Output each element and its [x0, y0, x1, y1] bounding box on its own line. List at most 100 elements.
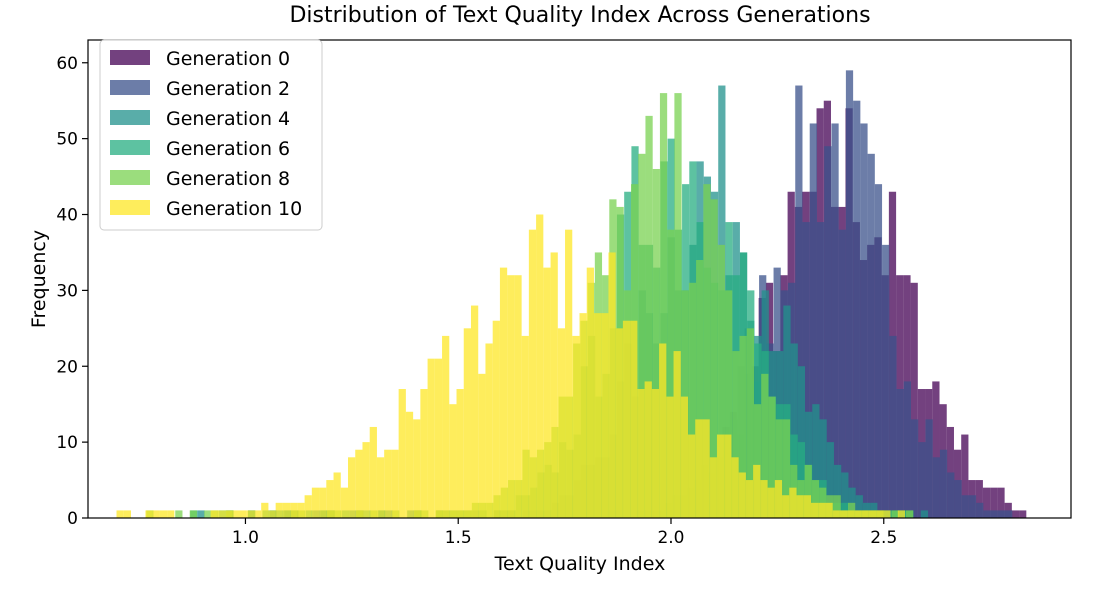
bar [593, 313, 602, 518]
bar [197, 510, 205, 518]
bar [954, 480, 962, 518]
bar [485, 343, 493, 518]
bar [753, 464, 761, 518]
bar [790, 343, 798, 518]
bar [204, 510, 212, 518]
bar [997, 487, 1005, 518]
bar [275, 502, 283, 518]
bar [391, 449, 399, 518]
bar [861, 510, 869, 518]
bar [1011, 510, 1020, 518]
bar [355, 449, 363, 518]
bar [939, 449, 948, 518]
bar [876, 510, 884, 518]
bar [975, 480, 983, 518]
bar [918, 442, 926, 518]
legend-swatch [110, 140, 150, 155]
series-5 [116, 214, 906, 518]
bar [897, 510, 906, 518]
bar [732, 351, 740, 518]
bar [528, 229, 537, 518]
bar [845, 70, 854, 518]
bar [638, 153, 646, 519]
bar [983, 510, 991, 518]
bar [796, 495, 804, 518]
bar [746, 328, 754, 518]
bar [832, 510, 840, 518]
bar [442, 335, 450, 518]
bar [709, 457, 717, 518]
chart-title: Distribution of Text Quality Index Acros… [289, 3, 870, 28]
bar [470, 305, 479, 518]
bar [615, 328, 623, 518]
bar [543, 267, 551, 518]
bar [811, 480, 820, 518]
bar [903, 381, 911, 518]
bar [666, 396, 674, 518]
bar [514, 275, 522, 518]
bar [297, 502, 305, 518]
bar [340, 487, 349, 518]
bar [507, 275, 515, 518]
bar [932, 457, 940, 518]
bar [910, 282, 918, 518]
bar [123, 510, 131, 518]
bar [651, 389, 660, 518]
bar [217, 510, 226, 518]
bar [645, 115, 653, 518]
bar [910, 419, 919, 518]
bar [369, 426, 377, 518]
legend-swatch [110, 170, 150, 185]
legend-swatch [110, 80, 150, 95]
legend-label: Generation 2 [166, 78, 290, 100]
bar [833, 495, 841, 518]
bar [819, 419, 827, 518]
bar [725, 290, 733, 518]
bar [809, 123, 817, 518]
bar [920, 510, 929, 518]
bar [159, 510, 168, 518]
bar [824, 146, 832, 518]
bar [925, 419, 933, 518]
bar [398, 389, 406, 518]
bar [889, 335, 897, 518]
bar [990, 510, 998, 518]
bar [724, 434, 732, 518]
y-axis: 0 10 20 30 40 50 60 [56, 54, 88, 529]
bar [667, 229, 675, 518]
bar [622, 320, 631, 518]
bar [492, 320, 500, 518]
x-axis: 1.0 1.5 2.0 2.5 [232, 518, 897, 548]
x-tick-label: 1.5 [445, 528, 472, 548]
bar [804, 464, 812, 518]
bar [572, 335, 580, 518]
y-tick-label: 10 [56, 433, 78, 453]
bar [896, 389, 904, 518]
bar [797, 442, 806, 518]
bar [550, 252, 558, 518]
bar [932, 381, 940, 518]
bar [1005, 510, 1013, 518]
x-tick-label: 2.5 [870, 528, 897, 548]
legend-label: Generation 6 [166, 138, 290, 160]
bar [608, 252, 616, 518]
bar [976, 502, 984, 518]
y-tick-label: 60 [56, 54, 78, 74]
bar [688, 282, 697, 518]
bar [947, 472, 955, 518]
bar [826, 442, 834, 518]
bar [760, 480, 768, 518]
bar [521, 335, 529, 518]
bar [319, 487, 327, 518]
bar [874, 184, 883, 518]
bar [838, 229, 846, 518]
bar [855, 495, 863, 518]
bar [717, 244, 726, 518]
legend: Generation 0 Generation 2 Generation 4 Gene… [99, 39, 323, 231]
bar [175, 510, 183, 518]
legend-box [99, 39, 323, 231]
bar [848, 487, 856, 518]
bar [232, 510, 240, 518]
bar [775, 419, 783, 518]
bar [565, 229, 573, 518]
